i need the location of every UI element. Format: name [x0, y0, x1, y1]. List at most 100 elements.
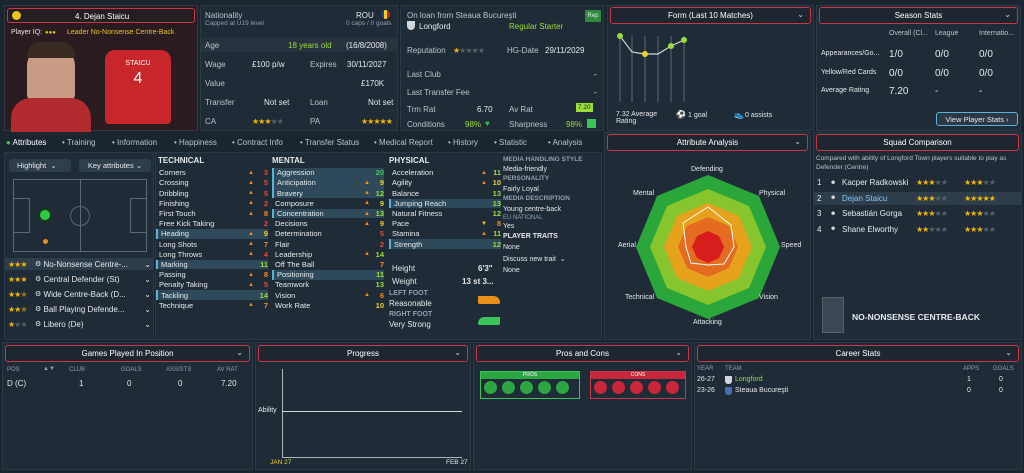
season-col1: Overall (Cl...	[889, 30, 928, 37]
avg-rating: 7.32 Average Rating	[616, 111, 658, 125]
role-row-2[interactable]: ★★★ ⚙ Central Defender (St) ⌄	[8, 274, 151, 284]
attribute-row[interactable]: Decisions ▲ 9	[275, 219, 384, 229]
attribute-row[interactable]: Natural Fitness 12	[392, 209, 501, 219]
attribute-row[interactable]: Tackling 14	[156, 290, 268, 300]
squad-row[interactable]: 3 ☻ Sebastián Gorga ★★★★★ ★★★★★	[817, 209, 996, 218]
shirt-number: 4	[133, 70, 143, 87]
squad-row[interactable]: 2 ☻ Dejan Staicu ★★★★★ ★★★★★	[814, 191, 1021, 205]
attribute-row[interactable]: Concentration ▲ 13	[272, 208, 384, 219]
attribute-row[interactable]: Determination 5	[275, 229, 384, 239]
attribute-row[interactable]: Dribbling ▲ 5	[159, 188, 268, 198]
attribute-row[interactable]: Teamwork 13	[275, 280, 384, 290]
analysis-header[interactable]: Attribute Analysis ⌄	[607, 134, 808, 151]
nationality-label: Nationality	[205, 11, 243, 20]
attribute-row[interactable]: Heading ▲ 9	[156, 229, 268, 239]
career-header[interactable]: Career Stats ⌄	[697, 345, 1019, 362]
attribute-row[interactable]: Technique ▲ 7	[159, 300, 268, 310]
role-row-5[interactable]: ★★★ ⚙ Libero (De) ⌄	[8, 319, 151, 329]
squad-row[interactable]: 1 ☻ Kacper Radkowski ★★★★★ ★★★★★	[817, 178, 996, 187]
radar-label-vision: Vision	[759, 294, 778, 301]
attribute-row[interactable]: Agility ▲ 10	[392, 178, 501, 188]
attribute-row[interactable]: Composure ▲ 9	[275, 198, 384, 208]
season-header[interactable]: Season Stats ⌄	[819, 7, 1018, 24]
height-value: 6'3"	[478, 264, 493, 273]
squad-row[interactable]: 4 ☻ Shane Elworthy ★★★★★ ★★★★★	[817, 224, 996, 234]
attribute-row[interactable]: Strength 12	[389, 239, 501, 249]
attribute-row[interactable]: Positioning 11	[272, 270, 384, 280]
progress-header[interactable]: Progress ⌄	[258, 345, 468, 362]
attribute-row[interactable]: Marking 11	[156, 259, 268, 270]
attribute-row[interactable]: Long Shots ▲ 7	[159, 239, 268, 249]
form-header[interactable]: Form (Last 10 Matches) ⌄	[610, 7, 811, 24]
role-row-4[interactable]: ★★★ ⚙ Ball Playing Defende... ⌄	[8, 304, 151, 314]
attribute-row[interactable]: Anticipation ▲ 9	[272, 178, 384, 188]
dribble-icon	[612, 381, 625, 394]
shirt-name: STAICU	[125, 60, 151, 67]
attribute-row[interactable]: Flair 2	[275, 239, 384, 249]
tab-medical-report[interactable]: • Medical Report	[374, 138, 433, 147]
assists-icon: 👟	[734, 110, 744, 119]
radar-label-mental: Mental	[633, 190, 655, 197]
career-col-year: YEAR	[697, 366, 714, 372]
passing-icon	[648, 381, 661, 394]
tab-training[interactable]: • Training	[62, 138, 96, 147]
squad-header[interactable]: Squad Comparison	[816, 134, 1019, 151]
attribute-row[interactable]: Acceleration ▲ 11	[392, 168, 501, 178]
player-card: 4. Dejan Staicu Player IQ: ●●● Leader No…	[4, 5, 198, 132]
discuss-trait-dropdown[interactable]: Discuss new trait ⌄	[503, 256, 566, 263]
attribute-row[interactable]: Corners ▲ 3	[159, 168, 268, 178]
chevron-down-icon: ⌄	[1005, 348, 1012, 357]
career-row-2[interactable]: 23-26 Steaua Bucureşti 0 0	[697, 387, 1003, 395]
tab-happiness[interactable]: • Happiness	[174, 138, 217, 147]
proscons-header[interactable]: Pros and Cons ⌄	[476, 345, 689, 362]
season-row-3: Average Rating 7.20 - -	[821, 86, 983, 97]
caps-goals: 0 caps / 0 goals	[346, 20, 392, 27]
attribute-row[interactable]: First Touch ▲ 8	[159, 209, 268, 219]
last-club-value: -	[594, 70, 597, 79]
role-row-3[interactable]: ★★★ ⚙ Wide Centre-Back (D... ⌄	[8, 289, 151, 299]
tab-history[interactable]: • History	[448, 138, 478, 147]
transfer-fee-value: -	[594, 88, 597, 97]
attribute-row[interactable]: Free Kick Taking 2	[159, 219, 268, 229]
sort-icon: ▲▼	[43, 366, 55, 372]
attribute-row[interactable]: Crossing ▲ 5	[159, 178, 268, 188]
tab-transfer-status[interactable]: • Transfer Status	[300, 138, 360, 147]
sharpness-label: Sharpness	[509, 120, 548, 129]
chevron-down-icon: ⌄	[454, 348, 461, 357]
attribute-row[interactable]: Long Throws ▲ 4	[159, 249, 268, 259]
games-header[interactable]: Games Played In Position ⌄	[5, 345, 250, 362]
flag-icon	[381, 10, 390, 19]
attribute-row[interactable]: Penalty Taking ▲ 5	[159, 280, 268, 290]
tab-contract-info[interactable]: • Contract Info	[232, 138, 283, 147]
role-row-1[interactable]: ★★★ ⚙ No-Nonsense Centre-... ⌄	[5, 258, 153, 270]
attribute-row[interactable]: Stamina ▲ 11	[392, 229, 501, 239]
attribute-row[interactable]: Pace ▼ 8	[392, 219, 501, 229]
attribute-row[interactable]: Aggression 20	[272, 168, 384, 178]
attribute-row[interactable]: Balance 13	[392, 188, 501, 198]
games-row-goals: 0	[127, 379, 132, 388]
person-icon: ☻	[830, 195, 837, 201]
attribute-row[interactable]: Vision ▲ 6	[275, 290, 384, 300]
club-crest-icon	[407, 21, 415, 30]
dob-value: (16/8/2008)	[346, 41, 387, 50]
squad-title: Squad Comparison	[883, 138, 952, 147]
chevron-down-icon: ⌄	[797, 10, 804, 19]
view-player-stats-button[interactable]: View Player Stats ›	[936, 112, 1018, 126]
tab-attributes[interactable]: ● Attributes	[6, 138, 47, 147]
proscons-title: Pros and Cons	[556, 349, 609, 358]
attribute-row[interactable]: Finishing ▲ 2	[159, 198, 268, 208]
tab-analysis[interactable]: • Analysis	[548, 138, 583, 147]
key-attributes-dropdown[interactable]: Key attributes ⌄	[79, 159, 151, 172]
tab-information[interactable]: • Information	[112, 138, 158, 147]
games-row-club: 1	[79, 379, 84, 388]
tab-statistic[interactable]: • Statistic	[494, 138, 528, 147]
attribute-row[interactable]: Jumping Reach 13	[389, 198, 501, 209]
progress-title: Progress	[346, 349, 379, 358]
attribute-row[interactable]: Bravery ▲ 12	[272, 188, 384, 198]
attribute-row[interactable]: Passing ▲ 8	[159, 270, 268, 280]
attribute-row[interactable]: Leadership ▲ 14	[275, 249, 384, 259]
attribute-row[interactable]: Off The Ball 7	[275, 260, 384, 270]
career-row-1[interactable]: 26-27 Longford 1 0	[697, 376, 1003, 384]
highlight-dropdown[interactable]: Highlight ⌄	[9, 159, 71, 172]
attribute-row[interactable]: Work Rate 10	[275, 300, 384, 310]
